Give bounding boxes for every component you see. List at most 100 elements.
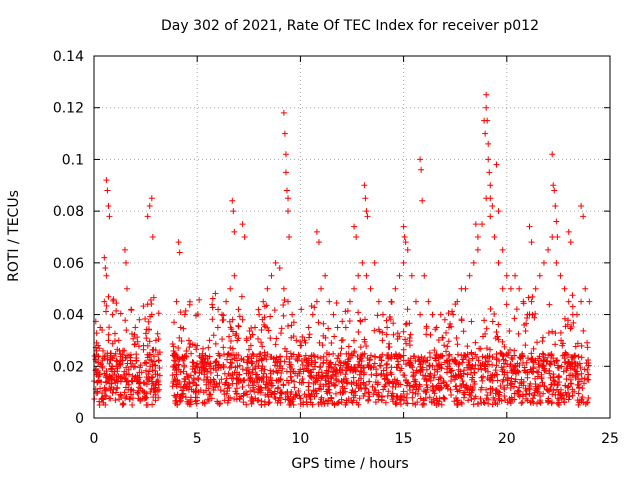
data-point (491, 234, 498, 240)
data-point (421, 272, 428, 279)
data-point (152, 337, 159, 344)
data-point (565, 298, 572, 305)
data-point (293, 337, 300, 344)
x-tick-label: 20 (498, 431, 516, 447)
data-point (206, 337, 213, 344)
data-point (241, 234, 248, 240)
data-point (351, 285, 358, 292)
data-point (289, 311, 296, 318)
data-point (146, 202, 153, 209)
data-point (227, 285, 234, 292)
data-point (239, 221, 246, 228)
data-point (149, 234, 156, 240)
data-point (396, 272, 403, 279)
data-point (247, 342, 254, 349)
data-point (384, 324, 391, 331)
data-point (363, 272, 370, 279)
data-point (474, 234, 481, 240)
data-point (554, 234, 561, 240)
data-point (489, 202, 496, 209)
data-point (103, 177, 110, 184)
data-point (450, 311, 457, 318)
chart-title: Day 302 of 2021, Rate Of TEC Index for r… (161, 18, 539, 34)
data-point (400, 259, 407, 266)
data-point (526, 223, 533, 230)
data-point (106, 213, 113, 220)
data-point (528, 239, 535, 246)
data-point (545, 246, 552, 253)
data-point (553, 218, 560, 225)
data-point (173, 298, 180, 305)
y-tick-label: 0.04 (53, 308, 84, 324)
data-point (417, 156, 424, 163)
data-point (441, 316, 448, 323)
data-point (425, 298, 432, 305)
data-point (472, 221, 479, 228)
data-point (528, 298, 535, 305)
data-point (353, 234, 360, 240)
data-point (580, 213, 587, 220)
data-point (419, 197, 426, 204)
data-point (404, 246, 411, 253)
data-point (176, 249, 183, 256)
data-point (185, 337, 192, 344)
data-point (550, 182, 557, 189)
data-point (210, 332, 217, 339)
data-point (493, 161, 500, 168)
data-point (479, 221, 486, 228)
data-point (586, 298, 593, 305)
data-point (565, 228, 572, 235)
data-point (109, 311, 116, 318)
data-point (503, 272, 510, 279)
data-point (487, 195, 494, 202)
data-point (264, 285, 271, 292)
data-point (313, 298, 320, 305)
data-point (549, 151, 556, 158)
data-point (402, 239, 409, 246)
data-point (286, 234, 293, 240)
data-point (483, 91, 490, 98)
data-point (105, 202, 112, 209)
data-point (540, 259, 547, 266)
data-point (375, 298, 382, 305)
data-point (104, 187, 111, 194)
data-point (105, 337, 112, 344)
data-point (330, 311, 337, 318)
data-point (239, 316, 246, 323)
data-point (272, 259, 279, 266)
data-point (379, 311, 386, 318)
data-point (567, 239, 574, 246)
data-point (148, 195, 155, 202)
data-point (218, 311, 225, 318)
data-point (283, 187, 290, 194)
data-point (318, 285, 325, 292)
data-point (485, 140, 492, 147)
data-point (177, 324, 184, 331)
data-point (466, 272, 473, 279)
data-point (214, 324, 221, 331)
y-tick-label: 0 (75, 411, 84, 427)
data-point (322, 272, 329, 279)
data-point (101, 298, 108, 305)
data-point (144, 213, 151, 220)
data-point (412, 298, 419, 305)
data-point (367, 285, 374, 292)
data-point (578, 298, 585, 305)
data-point (553, 259, 560, 266)
data-point (235, 306, 242, 313)
data-point (268, 272, 275, 279)
data-point (260, 298, 267, 305)
x-tick-label: 25 (601, 431, 619, 447)
data-points (91, 91, 593, 409)
data-point (122, 259, 129, 266)
data-point (557, 272, 564, 279)
data-point (392, 285, 399, 292)
data-point (313, 228, 320, 235)
axis-ticks: 0 0.02 0.04 0.06 0.08 0.1 0.12 0.14 0 5 10 15 20 25 (53, 49, 619, 447)
data-point (181, 311, 188, 318)
data-point (229, 197, 236, 204)
data-point (462, 285, 469, 292)
data-point (103, 272, 110, 279)
data-point (115, 337, 122, 344)
data-point (231, 228, 238, 235)
